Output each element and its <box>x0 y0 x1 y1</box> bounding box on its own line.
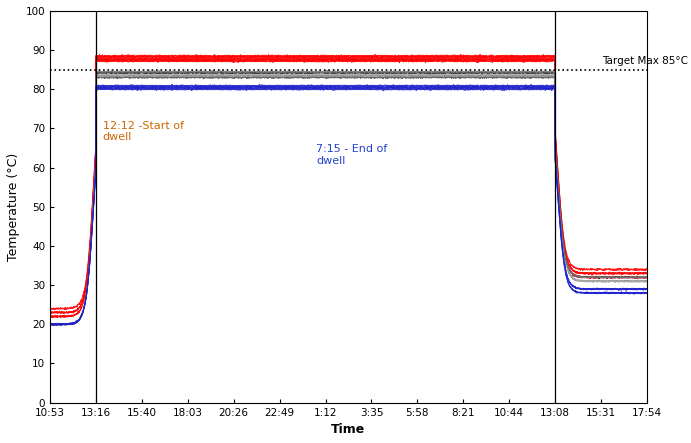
X-axis label: Time: Time <box>332 423 366 436</box>
Y-axis label: Temperature (°C): Temperature (°C) <box>7 153 20 261</box>
Text: Target Max 85°C: Target Max 85°C <box>603 56 688 66</box>
Text: 7:15 - End of
dwell: 7:15 - End of dwell <box>316 144 388 166</box>
Text: 12:12 -Start of
dwell: 12:12 -Start of dwell <box>103 120 184 142</box>
